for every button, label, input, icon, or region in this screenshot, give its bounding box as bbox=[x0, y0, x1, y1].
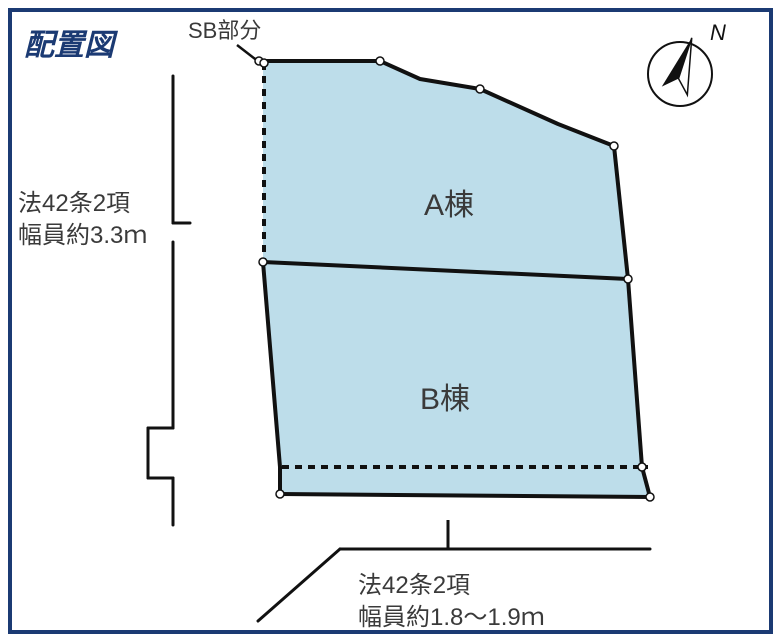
plot-vertex-icon bbox=[276, 490, 284, 498]
plot-vertex-icon bbox=[610, 142, 618, 150]
plot-vertex-icon bbox=[260, 59, 268, 67]
sb-label: SB部分 bbox=[188, 16, 261, 46]
diagram-canvas bbox=[0, 0, 781, 642]
plot-vertex-icon bbox=[376, 57, 384, 65]
plot-vertex-icon bbox=[476, 85, 484, 93]
road-bottom-line1: 法42条2項 bbox=[358, 572, 470, 599]
boundary-line bbox=[258, 549, 340, 621]
plot-b-label: B棟 bbox=[420, 380, 470, 421]
plot-a-shape bbox=[259, 61, 628, 279]
compass-label: N bbox=[710, 18, 726, 48]
plot-vertex-icon bbox=[638, 463, 646, 471]
plot-vertex-icon bbox=[259, 258, 267, 266]
road-bottom-line2: 幅員約1.8～1.9ｍ bbox=[358, 604, 545, 631]
road-left-line1: 法42条2項 bbox=[18, 190, 130, 217]
road-left-label: 法42条2項 幅員約3.3ｍ bbox=[18, 188, 147, 253]
road-left-line2: 幅員約3.3ｍ bbox=[18, 222, 147, 249]
road-bottom-label: 法42条2項 幅員約1.8～1.9ｍ bbox=[358, 570, 545, 635]
plot-vertex-icon bbox=[624, 275, 632, 283]
plot-vertex-icon bbox=[646, 493, 654, 501]
plot-a-label: A棟 bbox=[424, 186, 474, 227]
